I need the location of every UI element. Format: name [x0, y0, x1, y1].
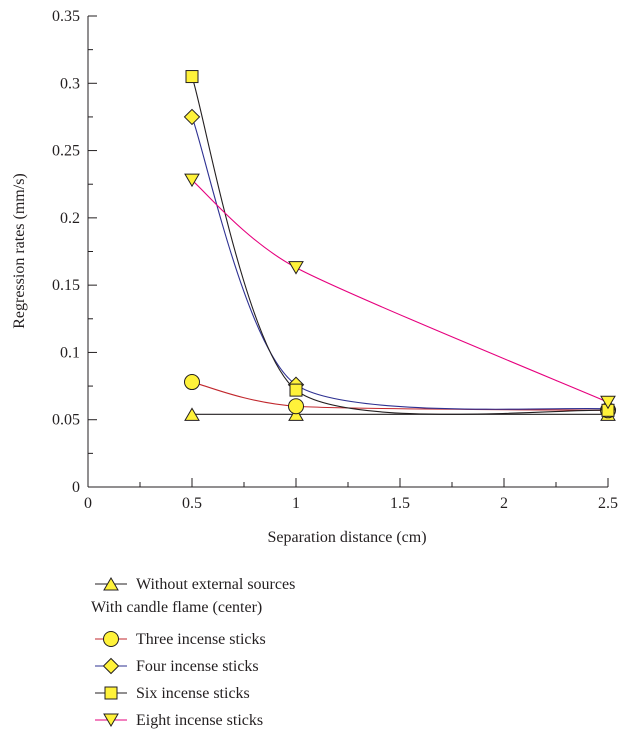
data-point-six-incense-sticks	[289, 383, 303, 397]
data-point-three-incense-sticks	[288, 398, 304, 415]
y-tick-label: 0.3	[60, 75, 80, 92]
legend-entry-without-external-sources: Without external sources	[95, 576, 295, 593]
series-line-three-incense-sticks	[191, 381, 609, 411]
y-tick-label: 0.35	[52, 8, 80, 25]
data-point-without-external-sources	[184, 407, 200, 421]
y-tick-label: 0.1	[60, 344, 80, 361]
x-tick-label: 2.5	[598, 495, 618, 512]
y-ticks: 0 0.05 0.1 0.15 0.2 0.25 0.3 0.35	[52, 8, 97, 496]
legend-group-label: With candle flame (center)	[91, 599, 262, 616]
legend-entry-three-incense-sticks: Three incense sticks	[95, 631, 266, 648]
x-axis-label: Separation distance (cm)	[267, 529, 426, 546]
x-ticks: 0 0.5 1 1.5 2 2.5	[84, 478, 618, 512]
y-tick-label: 0.15	[52, 277, 80, 294]
x-tick-label: 1	[292, 495, 300, 512]
legend-entry-four-incense-sticks: Four incense sticks	[95, 657, 259, 675]
y-tick-label: 0.2	[60, 210, 80, 227]
series-line-eight-incense-sticks	[191, 179, 609, 403]
series-markers	[183, 70, 617, 421]
legend-label: Eight incense sticks	[136, 712, 263, 729]
series-lines	[191, 76, 609, 415]
legend-label: Without external sources	[136, 576, 295, 593]
data-point-four-incense-sticks	[183, 108, 201, 126]
axes	[87, 16, 608, 488]
legend-label: Three incense sticks	[136, 631, 266, 648]
legend-entry-six-incense-sticks: Six incense sticks	[95, 685, 250, 702]
legend-marker	[103, 577, 119, 591]
legend-marker	[104, 686, 118, 700]
legend: Without external sources With candle fla…	[91, 576, 295, 729]
y-tick-label: 0	[72, 479, 80, 496]
legend-entry-eight-incense-sticks: Eight incense sticks	[95, 712, 263, 729]
y-axis-label: Regression rates (mm/s)	[11, 173, 28, 329]
data-point-six-incense-sticks	[185, 70, 199, 84]
data-point-eight-incense-sticks	[600, 395, 616, 410]
x-tick-label: 2	[500, 495, 508, 512]
data-point-eight-incense-sticks	[288, 261, 304, 275]
x-tick-label: 0.5	[182, 495, 202, 512]
x-tick-label: 0	[84, 495, 92, 512]
data-point-three-incense-sticks	[184, 374, 200, 391]
legend-label: Six incense sticks	[136, 685, 250, 702]
legend-marker	[102, 657, 120, 675]
series-line-six-incense-sticks	[191, 76, 609, 415]
x-tick-label: 1.5	[390, 495, 410, 512]
data-point-without-external-sources	[288, 407, 304, 421]
y-tick-label: 0.25	[52, 143, 80, 160]
legend-marker	[103, 631, 119, 647]
legend-label: Four incense sticks	[136, 658, 259, 675]
legend-marker	[103, 713, 119, 727]
y-tick-label: 0.05	[52, 412, 80, 429]
data-point-eight-incense-sticks	[184, 173, 200, 188]
series-line-four-incense-sticks	[191, 116, 609, 410]
